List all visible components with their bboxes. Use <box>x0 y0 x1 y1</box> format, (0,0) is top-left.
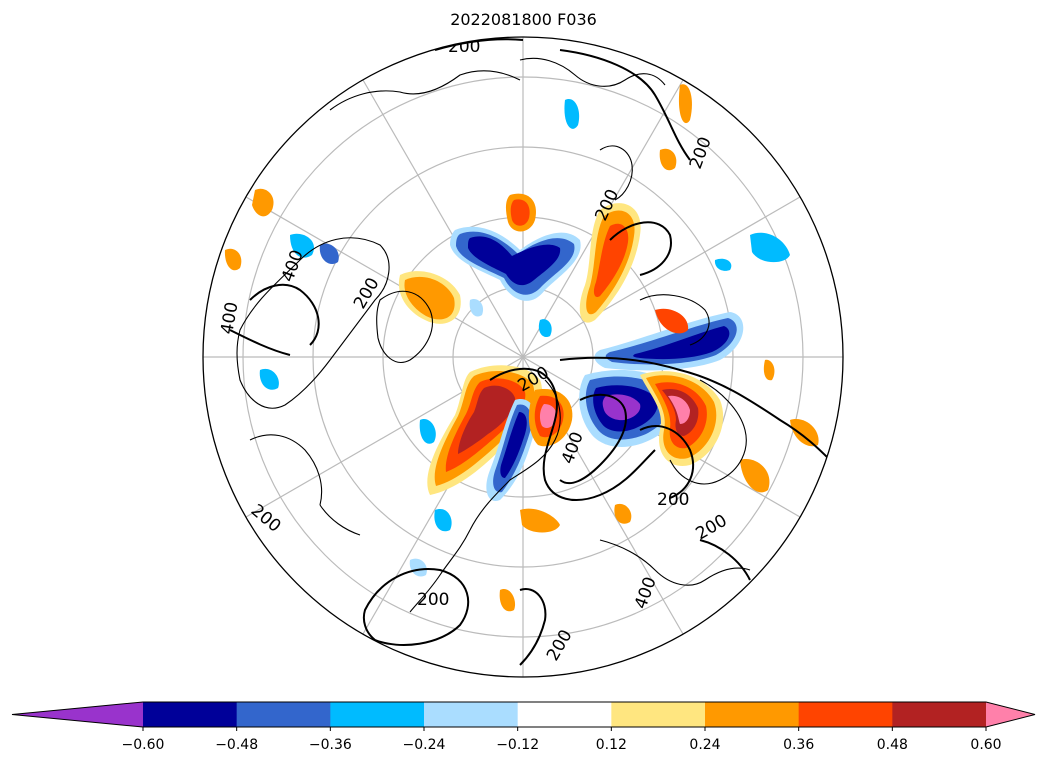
colorbar-tick-label: 0.36 <box>783 737 815 753</box>
contour-label: 200 <box>417 590 449 610</box>
colorbar-tick-label: −0.60 <box>121 737 165 753</box>
map-boundary <box>202 36 844 678</box>
colorbar-swatch <box>705 702 800 727</box>
colorbar-tick-label: −0.36 <box>308 737 352 753</box>
coastlines <box>236 57 751 613</box>
colorbar <box>11 701 1036 731</box>
colorbar-swatch <box>798 702 893 727</box>
height-contours <box>229 38 831 666</box>
colorbar-swatch <box>236 702 331 727</box>
colorbar-swatch <box>517 702 612 727</box>
colorbar-tick-label: −0.48 <box>215 737 259 753</box>
colorbar-extend-high <box>986 702 1035 727</box>
colorbar-swatch <box>611 702 706 727</box>
colorbar-tick-label: 0.12 <box>595 737 627 753</box>
map-title: 2022081800 F036 <box>450 10 597 29</box>
colorbar-tick-label: −0.12 <box>496 737 540 753</box>
colorbar-swatch <box>424 702 519 727</box>
colorbar-tick-label: −0.24 <box>402 737 446 753</box>
colorbar-swatch <box>892 702 987 727</box>
colorbar-swatch <box>143 702 238 727</box>
colorbar-swatch <box>330 702 425 727</box>
anomaly-fields <box>224 84 819 612</box>
polar-map: 200 200 200 200 200 200 200 200 200 200 … <box>203 37 843 677</box>
contour-label: 200 <box>657 490 689 510</box>
colorbar-tick-label: 0.24 <box>689 737 721 753</box>
colorbar-tick-label: 0.48 <box>876 737 908 753</box>
colorbar-extend-low <box>12 702 143 727</box>
colorbar-tick-label: 0.60 <box>970 737 1002 753</box>
